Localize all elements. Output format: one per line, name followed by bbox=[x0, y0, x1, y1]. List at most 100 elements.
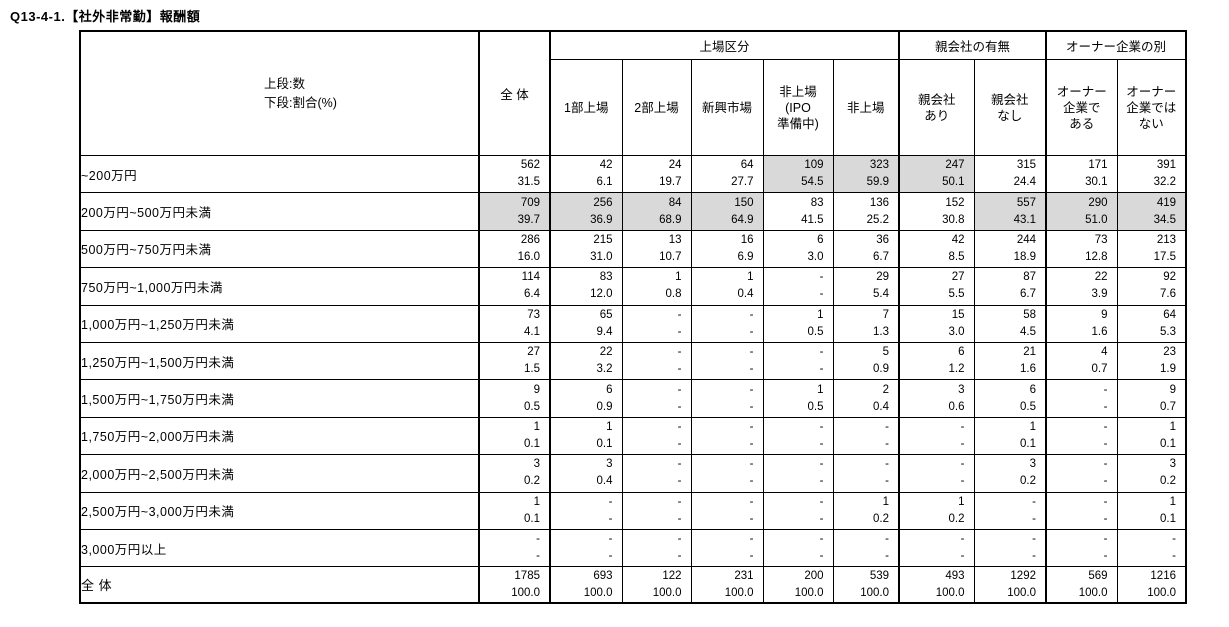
cell-percent: 3.2 bbox=[596, 363, 613, 376]
data-cell: -- bbox=[973, 491, 1047, 530]
cell-count: 323 bbox=[869, 159, 889, 172]
cell-count: 247 bbox=[945, 159, 965, 172]
cell-percent: 6.7 bbox=[1020, 288, 1036, 301]
data-cell: 122 100.0 bbox=[621, 566, 692, 604]
cell-percent: 1.3 bbox=[873, 325, 889, 338]
cell-count: 290 bbox=[1088, 196, 1108, 209]
cell-count: - bbox=[885, 533, 889, 546]
row-label: 750万円~1,000万円未満 bbox=[79, 267, 480, 306]
cell-count: - bbox=[677, 495, 682, 508]
data-cell: 1 0.1 bbox=[973, 416, 1047, 456]
cell-percent: 0.2 bbox=[1020, 475, 1036, 488]
table-row: 1,750万円~2,000万円未満 1 0.1 1 0.1- - - - - - - - - -1 0.1-… bbox=[79, 416, 1187, 456]
cell-count: 3 bbox=[958, 383, 965, 396]
cell-percent: 0.2 bbox=[873, 512, 889, 525]
data-cell: 21 1.6 bbox=[973, 341, 1047, 381]
data-cell: 1 0.1 bbox=[478, 416, 551, 456]
cell-percent: 0.5 bbox=[807, 325, 824, 338]
cell-count: 4 bbox=[1101, 346, 1108, 359]
cell-percent: 1.6 bbox=[1091, 325, 1108, 338]
cell-count: 87 bbox=[1023, 271, 1036, 284]
cell-count: - bbox=[819, 420, 824, 433]
cell-count: 114 bbox=[521, 271, 540, 284]
group-header-parent-company: 親会社の有無 bbox=[898, 30, 1047, 60]
cell-count: 562 bbox=[520, 159, 540, 172]
cell-count: 73 bbox=[527, 308, 540, 321]
data-cell: -- bbox=[1045, 454, 1118, 493]
data-cell: 3 0.2 bbox=[973, 454, 1047, 493]
cell-percent: 100.0 bbox=[1007, 586, 1036, 599]
legend-text: 上段:数 下段:割合(%) bbox=[264, 75, 337, 113]
cell-count: 122 bbox=[662, 569, 682, 582]
cell-count: 16 bbox=[740, 233, 754, 246]
cell-count: 1 bbox=[1029, 420, 1036, 433]
cell-count: 109 bbox=[804, 159, 824, 172]
cell-count: - bbox=[749, 420, 754, 433]
data-cell: -- bbox=[762, 267, 834, 306]
cell-percent: 50.1 bbox=[942, 176, 965, 189]
cell-count: - bbox=[1103, 458, 1108, 471]
cell-percent: - bbox=[1103, 437, 1108, 450]
cell-count: 22 bbox=[599, 346, 613, 359]
data-cell: 6 1.2 bbox=[898, 341, 975, 381]
cell-count: 150 bbox=[734, 196, 754, 209]
data-cell: 7 1.3 bbox=[832, 304, 900, 343]
cell-count: 1 bbox=[747, 271, 754, 284]
col-header-unlisted: 非上場 bbox=[832, 59, 900, 156]
cell-percent: 24.4 bbox=[1013, 176, 1036, 189]
cell-count: - bbox=[1103, 420, 1108, 433]
cell-percent: 4.5 bbox=[1020, 325, 1036, 338]
data-cell: -- bbox=[621, 304, 692, 343]
cell-percent: 0.1 bbox=[596, 437, 613, 450]
cell-percent: 0.2 bbox=[524, 475, 540, 488]
data-cell: 323 59.9 bbox=[832, 154, 900, 194]
data-cell: 64 27.7 bbox=[690, 154, 764, 194]
cell-percent: 0.4 bbox=[873, 400, 889, 413]
cell-percent: 32.2 bbox=[1153, 176, 1176, 189]
cell-percent: 7.6 bbox=[1160, 288, 1176, 301]
data-cell: 3 0.6 bbox=[898, 379, 975, 418]
data-cell: -- bbox=[762, 416, 834, 456]
group-header-owner-company: オーナー企業の別 bbox=[1045, 30, 1187, 60]
data-cell: 200 100.0 bbox=[762, 566, 834, 604]
cell-count: 58 bbox=[1023, 308, 1036, 321]
cell-count: - bbox=[749, 346, 754, 359]
data-cell: -- bbox=[898, 528, 975, 568]
table-row: 2,500万円~3,000万円未満 1 0.1- - - - - - - -1 0.2 1 0.2- - -… bbox=[79, 491, 1187, 530]
cell-percent: - bbox=[819, 475, 824, 488]
data-cell: 2 0.4 bbox=[832, 379, 900, 418]
cell-percent: 51.0 bbox=[1085, 213, 1108, 226]
cell-count: - bbox=[960, 458, 965, 471]
row-label: 2,500万円~3,000万円未満 bbox=[79, 491, 480, 530]
col-header-parent-no: 親会社 なし bbox=[973, 59, 1047, 156]
cell-percent: 0.8 bbox=[665, 288, 682, 301]
cell-percent: - bbox=[819, 363, 824, 376]
data-cell: 1 0.1 bbox=[478, 491, 551, 530]
cell-percent: - bbox=[677, 550, 682, 563]
cell-percent: 100.0 bbox=[1147, 586, 1176, 599]
data-cell: 152 30.8 bbox=[898, 192, 975, 231]
cell-count: 3 bbox=[606, 458, 613, 471]
legend-line-percent: 下段:割合(%) bbox=[264, 95, 337, 110]
data-cell: -- bbox=[621, 528, 692, 568]
cell-count: 1292 bbox=[1010, 569, 1036, 582]
cell-count: 65 bbox=[599, 308, 613, 321]
cell-percent: - bbox=[749, 363, 754, 376]
cell-count: 1 bbox=[1169, 495, 1176, 508]
data-cell: -- bbox=[898, 416, 975, 456]
cell-count: 9 bbox=[1101, 308, 1108, 321]
data-cell: 114 6.4 bbox=[478, 267, 551, 306]
cell-count: - bbox=[819, 458, 824, 471]
cell-percent: - bbox=[536, 550, 540, 563]
cell-percent: 6.1 bbox=[596, 176, 613, 189]
cell-percent: 0.7 bbox=[1160, 400, 1176, 413]
data-cell: -- bbox=[690, 304, 764, 343]
cell-percent: 0.5 bbox=[1020, 400, 1036, 413]
cell-count: 73 bbox=[1094, 233, 1108, 246]
cell-percent: 68.9 bbox=[659, 213, 682, 226]
cell-percent: 12.8 bbox=[1085, 250, 1108, 263]
cell-count: 1 bbox=[1169, 420, 1176, 433]
data-cell: 1 0.8 bbox=[621, 267, 692, 306]
data-cell: 539 100.0 bbox=[832, 566, 900, 604]
data-cell: 15 3.0 bbox=[898, 304, 975, 343]
